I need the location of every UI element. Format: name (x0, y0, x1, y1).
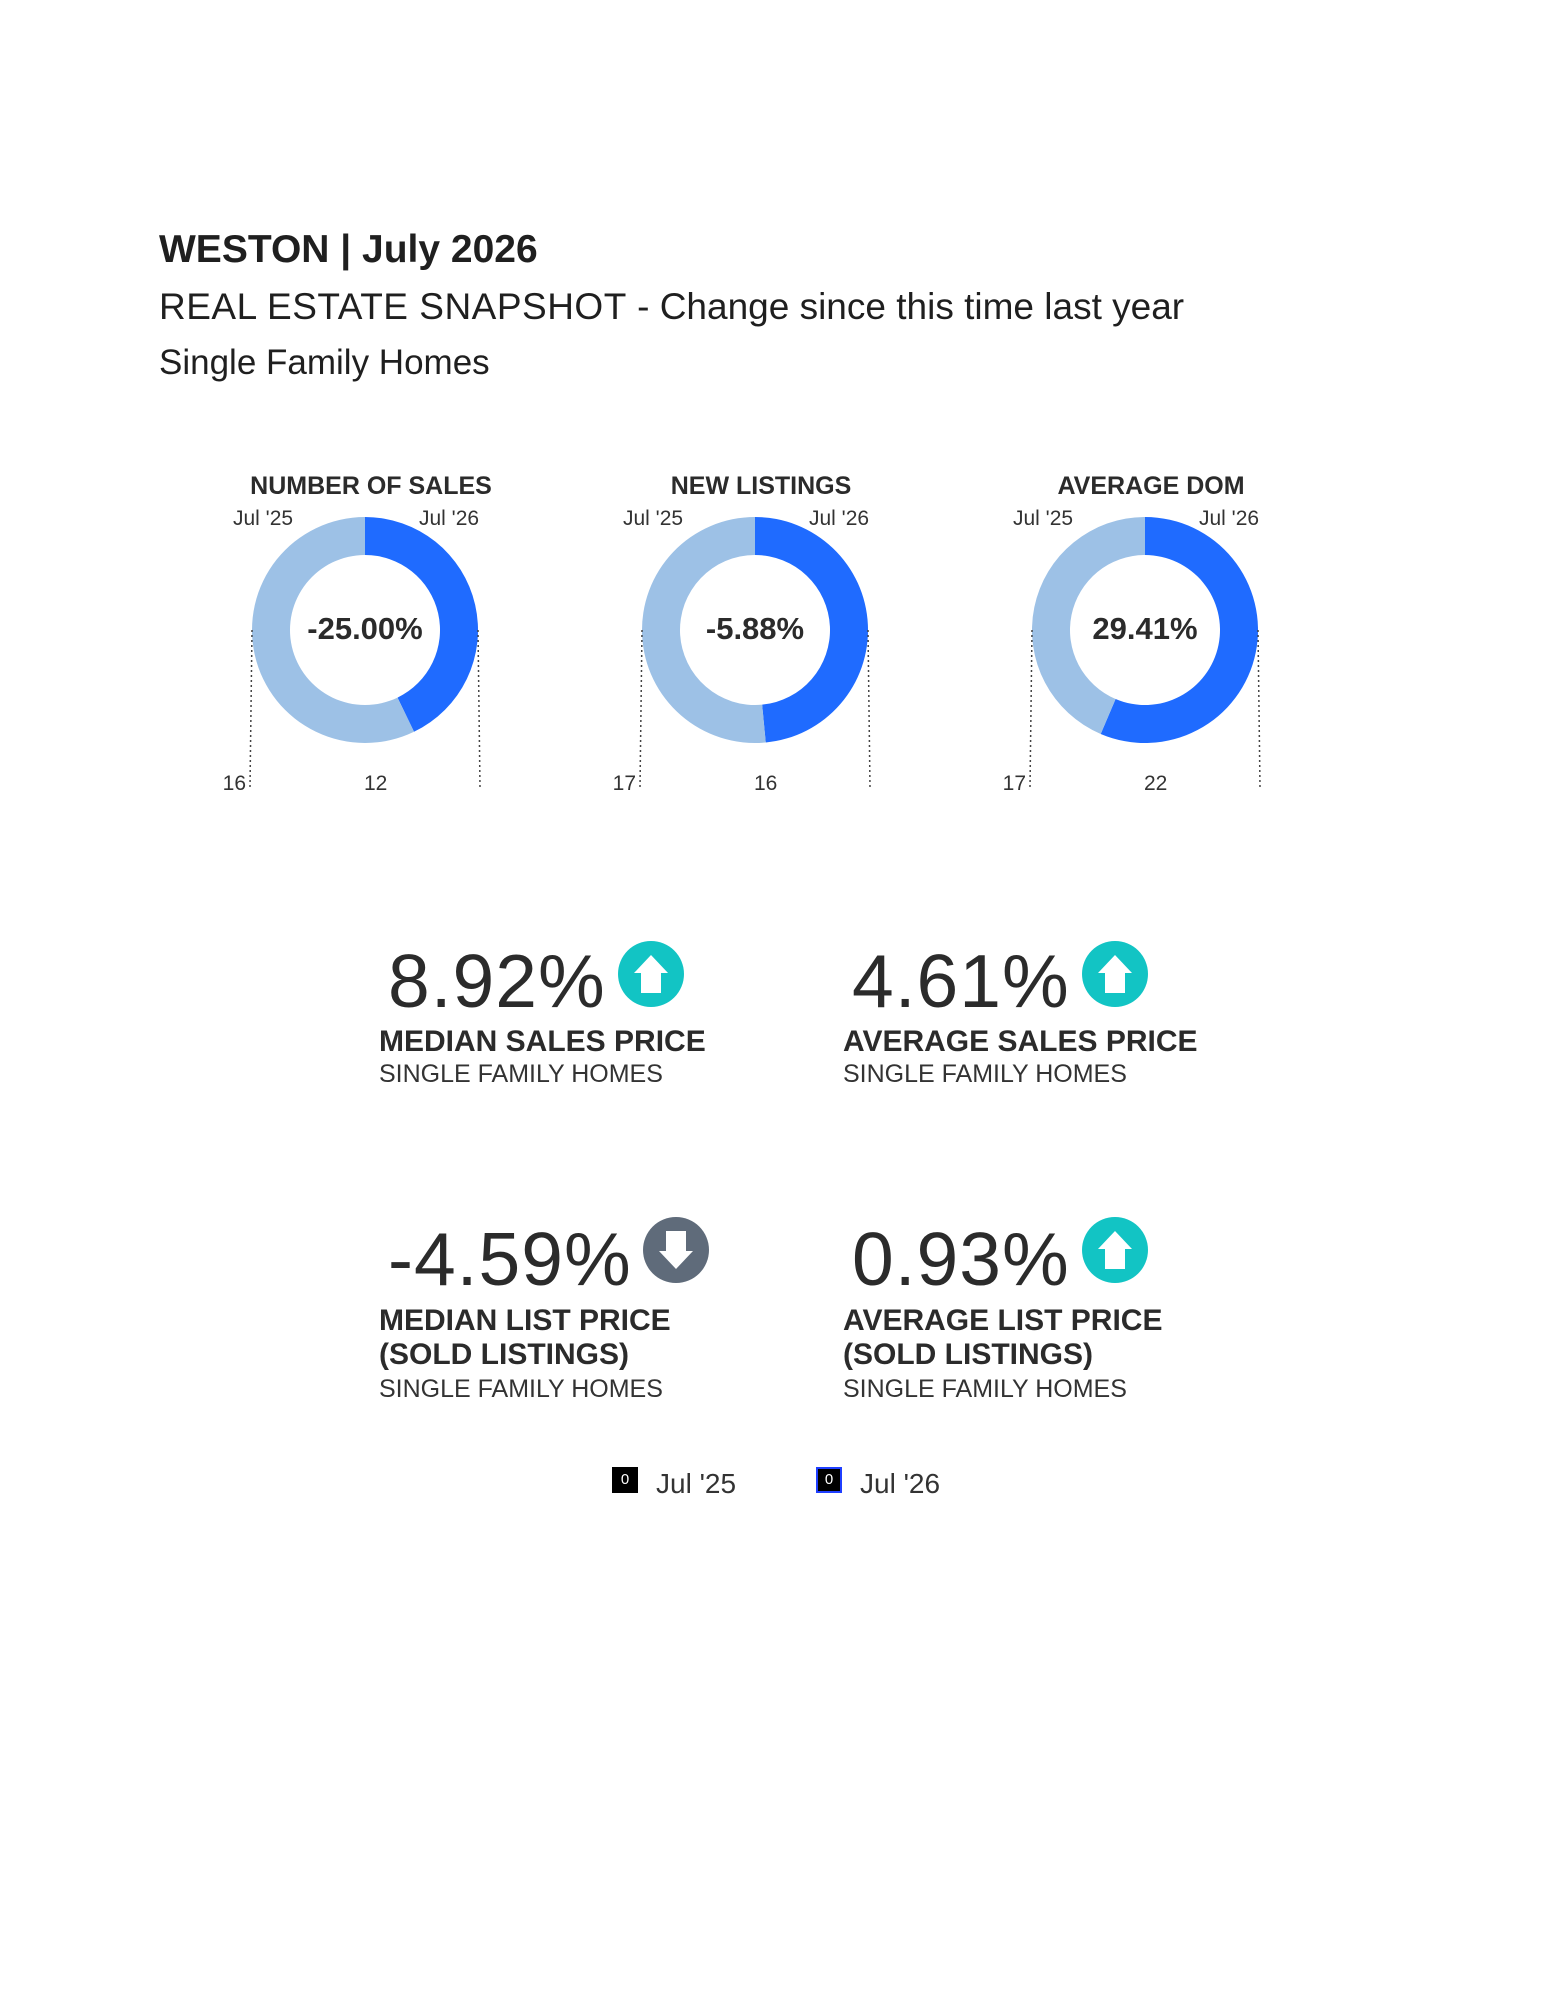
leader-line-jul25 (1029, 629, 1033, 789)
legend-label-jul25: Jul '25 (656, 1468, 737, 1499)
chart-title: NEW LISTINGS (670, 472, 852, 500)
legend-swatch-jul26: 0 (816, 1467, 842, 1493)
stat-subtitle: SINGLE FAMILY HOMES (379, 1375, 663, 1403)
leader-line-jul25 (639, 629, 643, 789)
donut-slice-jul25 (252, 517, 415, 743)
stat-percent: -4.59% (388, 1217, 632, 1301)
center-percent-label: 29.41% (1092, 611, 1197, 646)
value-label-jul26: 16 (754, 772, 777, 795)
stat-label: AVERAGE LIST PRICE (843, 1304, 1163, 1337)
series-label-jul25: Jul '25 (233, 507, 294, 530)
stat-percent: 8.92% (388, 939, 606, 1023)
donut-slice-jul25 (1032, 517, 1145, 734)
page-title: WESTON | July 2026 (159, 228, 538, 271)
stat-label-line2: (SOLD LISTINGS) (843, 1338, 1093, 1371)
stat-label-line2: (SOLD LISTINGS) (379, 1338, 629, 1371)
subtitle-lead: REAL ESTATE SNAPSHOT (159, 286, 627, 327)
leader-line-jul25 (249, 629, 253, 789)
legend-swatch-jul25: 0 (612, 1467, 638, 1493)
series-label-jul25: Jul '25 (623, 507, 684, 530)
chart-title: NUMBER OF SALES (250, 472, 492, 500)
value-label-jul25: 16 (223, 772, 246, 795)
arrow-up-circle-icon (1082, 941, 1148, 1007)
stat-label: MEDIAN SALES PRICE (379, 1025, 706, 1058)
donut-slice-jul26 (755, 517, 868, 743)
leader-line-jul26 (1257, 629, 1261, 789)
subtitle-rest: - Change since this time last year (637, 286, 1185, 327)
donut-svg: 16 17 -5.88% (613, 517, 871, 795)
leader-line-jul26 (867, 629, 871, 789)
donut-slice-jul25 (641, 517, 766, 743)
arrow-up-circle-icon (1082, 1217, 1148, 1283)
stat-percent: 0.93% (852, 1217, 1070, 1301)
value-label-jul26: 22 (1144, 772, 1167, 795)
legend-label-jul26: Jul '26 (860, 1468, 941, 1499)
stat-label: AVERAGE SALES PRICE (843, 1025, 1198, 1058)
arrow-up-circle-icon (618, 941, 684, 1007)
donut-svg: 22 17 29.41% (1003, 517, 1261, 795)
value-label-jul26: 12 (364, 772, 387, 795)
series-label-jul26: Jul '26 (419, 507, 480, 530)
leader-line-jul26 (477, 629, 481, 789)
series-label-jul26: Jul '26 (809, 507, 870, 530)
value-label-jul25: 17 (613, 772, 636, 795)
donut-svg: 12 16 -25.00% (223, 517, 481, 795)
stat-subtitle: SINGLE FAMILY HOMES (379, 1060, 663, 1088)
stat-subtitle: SINGLE FAMILY HOMES (843, 1375, 1127, 1403)
chart-title: AVERAGE DOM (1057, 472, 1245, 500)
series-label-jul25: Jul '25 (1013, 507, 1074, 530)
arrow-down-circle-icon (643, 1217, 709, 1283)
series-label-jul26: Jul '26 (1199, 507, 1260, 530)
stat-label: MEDIAN LIST PRICE (379, 1304, 671, 1337)
page-subtitle: REAL ESTATE SNAPSHOT - Change since this… (159, 286, 1184, 328)
value-label-jul25: 17 (1003, 772, 1026, 795)
donut-slice-jul26 (1100, 517, 1258, 743)
stat-percent: 4.61% (852, 939, 1070, 1023)
center-percent-label: -5.88% (706, 611, 804, 646)
property-type: Single Family Homes (159, 343, 490, 382)
center-percent-label: -25.00% (307, 611, 422, 646)
stat-subtitle: SINGLE FAMILY HOMES (843, 1060, 1127, 1088)
donut-slice-jul26 (365, 517, 479, 732)
